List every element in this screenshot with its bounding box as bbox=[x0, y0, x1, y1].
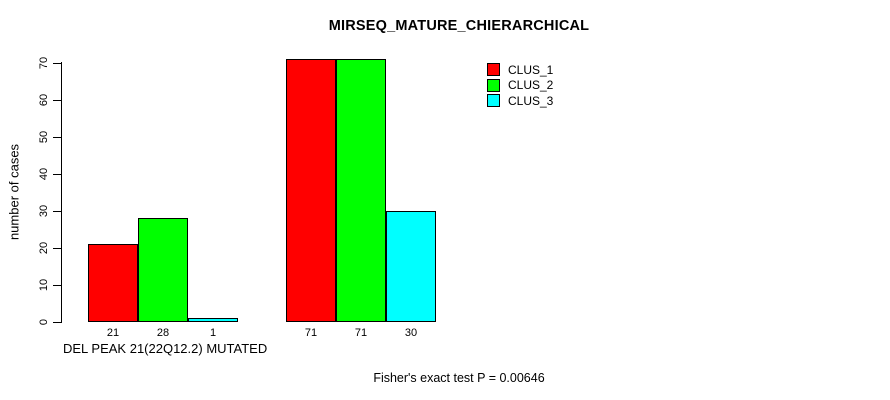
bar-clus_1-group1 bbox=[88, 244, 138, 322]
bar-clus_3-group2 bbox=[386, 211, 436, 322]
bar-value-label: 30 bbox=[404, 327, 418, 339]
bar-value-label: 1 bbox=[209, 327, 217, 339]
y-tick-mark bbox=[53, 137, 61, 138]
legend-swatch-icon bbox=[487, 78, 500, 92]
bar-value-label: 71 bbox=[304, 327, 318, 339]
legend: CLUS_1 CLUS_2 CLUS_3 bbox=[487, 62, 553, 109]
legend-label: CLUS_1 bbox=[508, 62, 554, 77]
legend-label: CLUS_3 bbox=[508, 93, 554, 108]
fisher-test-footnote: Fisher's exact test P = 0.00646 bbox=[373, 371, 545, 385]
x-group-label: DEL PEAK 21(22Q12.2) MUTATED bbox=[63, 341, 268, 356]
legend-label: CLUS_2 bbox=[508, 78, 554, 93]
bar-clus_3-group1 bbox=[188, 318, 238, 322]
bar-clus_2-group2 bbox=[336, 59, 386, 322]
legend-swatch-icon bbox=[487, 94, 500, 108]
y-tick-mark bbox=[53, 100, 61, 101]
chart-title: MIRSEQ_MATURE_CHIERARCHICAL bbox=[328, 18, 590, 34]
y-tick-label-text: 70 bbox=[38, 56, 50, 70]
y-tick-mark bbox=[53, 322, 61, 323]
y-tick-mark bbox=[53, 248, 61, 249]
legend-swatch-icon bbox=[487, 63, 500, 77]
bar-value-label: 21 bbox=[106, 327, 120, 339]
y-tick-label-text: 0 bbox=[38, 318, 50, 326]
y-tick-label-text: 40 bbox=[38, 167, 50, 181]
y-tick-label-text: 20 bbox=[38, 241, 50, 255]
legend-item-clus_1: CLUS_1 bbox=[487, 62, 553, 78]
y-tick-label-text: 60 bbox=[38, 93, 50, 107]
y-tick-mark bbox=[53, 285, 61, 286]
legend-item-clus_3: CLUS_3 bbox=[487, 93, 553, 109]
y-axis-title-text: number of cases bbox=[6, 143, 22, 241]
legend-item-clus_2: CLUS_2 bbox=[487, 78, 553, 94]
bar-value-label: 71 bbox=[354, 327, 368, 339]
bar-value-label: 28 bbox=[156, 327, 170, 339]
y-tick-mark bbox=[53, 174, 61, 175]
bar-clus_2-group1 bbox=[138, 218, 188, 322]
y-axis-line bbox=[61, 62, 62, 323]
bar-clus_1-group2 bbox=[286, 59, 336, 322]
y-tick-mark bbox=[53, 63, 61, 64]
y-tick-mark bbox=[53, 211, 61, 212]
y-tick-label-text: 10 bbox=[38, 278, 50, 292]
y-tick-label-text: 50 bbox=[38, 130, 50, 144]
y-tick-label-text: 30 bbox=[38, 204, 50, 218]
